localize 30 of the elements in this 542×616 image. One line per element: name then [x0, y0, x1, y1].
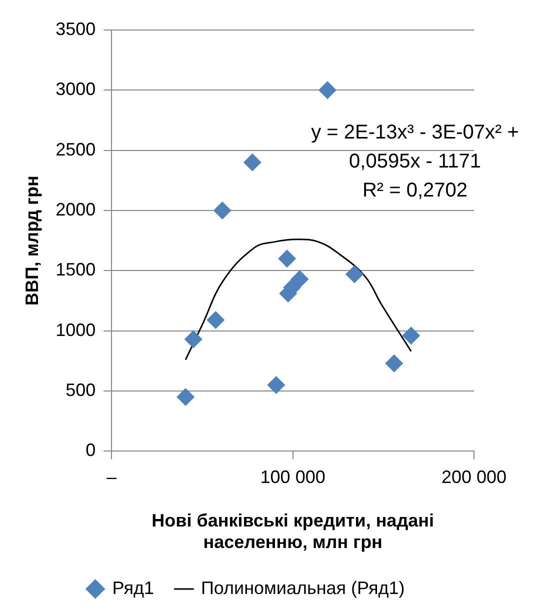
- annotation: y = 2E-13x³ - 3E-07x² + 0,0595x - 1171: [311, 122, 519, 173]
- y-tick-label: 1500: [56, 260, 96, 280]
- y-tick-label: 3500: [56, 18, 96, 39]
- y-tick-label: 3000: [56, 79, 96, 100]
- x-tick-label: 100 000: [260, 466, 326, 487]
- y-tick-label: 1000: [56, 320, 96, 340]
- point: [267, 376, 286, 394]
- point: [213, 202, 232, 220]
- point: [318, 81, 336, 100]
- annotation: R² = 0,2702: [362, 180, 468, 202]
- legend-label: Полиномиальная (Ряд1): [200, 578, 405, 598]
- point: [290, 270, 309, 288]
- y-tick-label: 0: [86, 440, 96, 460]
- y-tick-label: 2000: [56, 199, 96, 220]
- x-axis-title: Нові банківські кредити, надані населенню, млн грн: [152, 510, 434, 552]
- point: [385, 354, 404, 372]
- y-tick-label: 500: [66, 380, 96, 400]
- x-tick-label: 200 000: [441, 466, 507, 487]
- point: [243, 153, 262, 172]
- x-tick-label: –: [106, 466, 117, 487]
- y-tick-label: 2500: [56, 139, 96, 160]
- legend-label: Ряд1: [112, 578, 154, 598]
- line-series: [184, 238, 412, 360]
- point: [184, 330, 202, 348]
- point: [402, 326, 420, 345]
- point: [345, 265, 364, 284]
- point: [206, 311, 225, 330]
- point: [278, 250, 296, 268]
- point: [176, 388, 195, 406]
- y-axis-title: ВВП, млрд грн: [22, 176, 42, 306]
